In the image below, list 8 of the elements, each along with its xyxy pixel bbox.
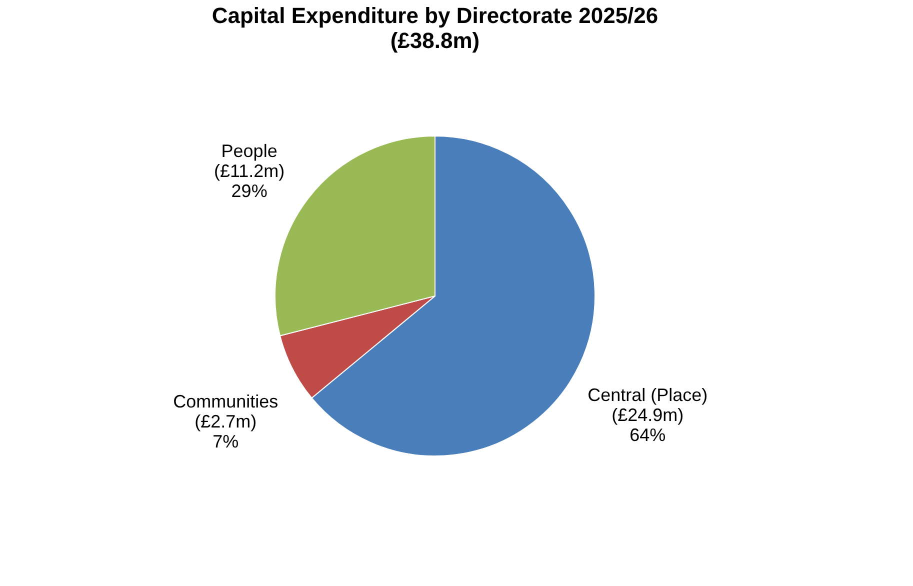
chart-title: Capital Expenditure by Directorate 2025/26: [212, 3, 658, 28]
slice-label: People: [221, 140, 278, 161]
slice-label: Communities: [173, 392, 278, 412]
chart-subtitle: (£38.8m): [390, 28, 480, 53]
data-label: (£24.9m) 64%: [612, 405, 684, 446]
data-label: (£11.2m) 29%: [214, 160, 285, 201]
slice-label: Central (Place): [588, 385, 708, 406]
data-label: (£2.7m) 7%: [194, 412, 257, 452]
